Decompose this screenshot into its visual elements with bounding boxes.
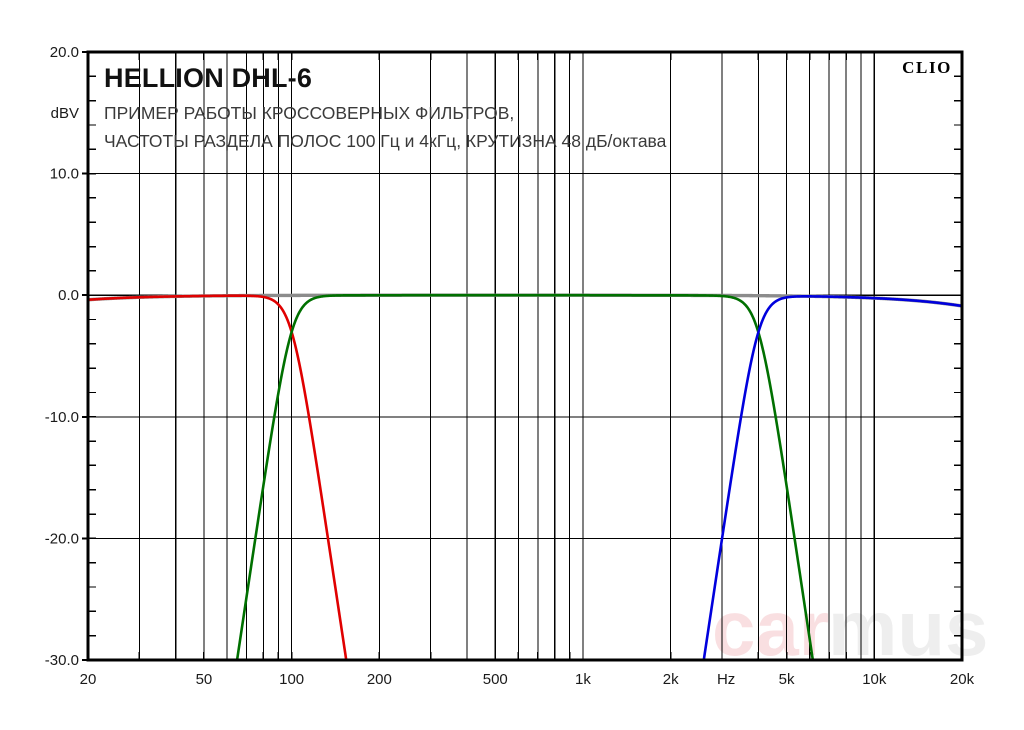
x-tick-label: 500 (483, 671, 508, 688)
curve-low (88, 294, 348, 660)
y-tick-label: 20.0 (50, 44, 79, 61)
x-tick-label: 20 (80, 671, 97, 688)
grid-lines (88, 52, 962, 660)
x-tick-label: 5k (779, 671, 795, 688)
subtitle-line-2: ЧАСТОТЫ РАЗДЕЛА ПОЛОС 100 Гц и 4кГц, КРУ… (104, 131, 667, 151)
x-tick-label: 50 (196, 671, 213, 688)
x-tick-label: 100 (279, 671, 304, 688)
y-tick-label: 0.0 (58, 287, 79, 304)
curve-high (702, 295, 962, 660)
y-tick-label: -10.0 (45, 409, 79, 426)
y-tick-label: -20.0 (45, 530, 79, 547)
x-tick-label: 2k (663, 671, 679, 688)
data-curves (88, 293, 962, 660)
y-axis-unit-label: dBV (51, 105, 79, 122)
subtitle-line-1: ПРИМЕР РАБОТЫ КРОССОВЕРНЫХ ФИЛЬТРОВ, (104, 103, 514, 123)
x-axis-unit-label: Hz (717, 671, 735, 688)
y-tick-label: 10.0 (50, 166, 79, 183)
x-tick-label: 1k (575, 671, 591, 688)
x-tick-label: 20k (950, 671, 975, 688)
x-tick-label: 200 (367, 671, 392, 688)
clio-brand-logo: CLIO (902, 58, 952, 77)
plot-frame (86, 50, 964, 662)
x-tick-label: 10k (862, 671, 887, 688)
y-tick-label: -30.0 (45, 652, 79, 669)
curve-band (235, 293, 815, 660)
page-title: HELLION DHL-6 (104, 63, 312, 93)
x-axis-labels: 20 50 100 200 500 1k 2k 5k 10k 20k Hz (80, 671, 975, 688)
y-axis-labels: 20.0 10.0 0.0 -10.0 -20.0 -30.0 dBV (45, 44, 88, 669)
